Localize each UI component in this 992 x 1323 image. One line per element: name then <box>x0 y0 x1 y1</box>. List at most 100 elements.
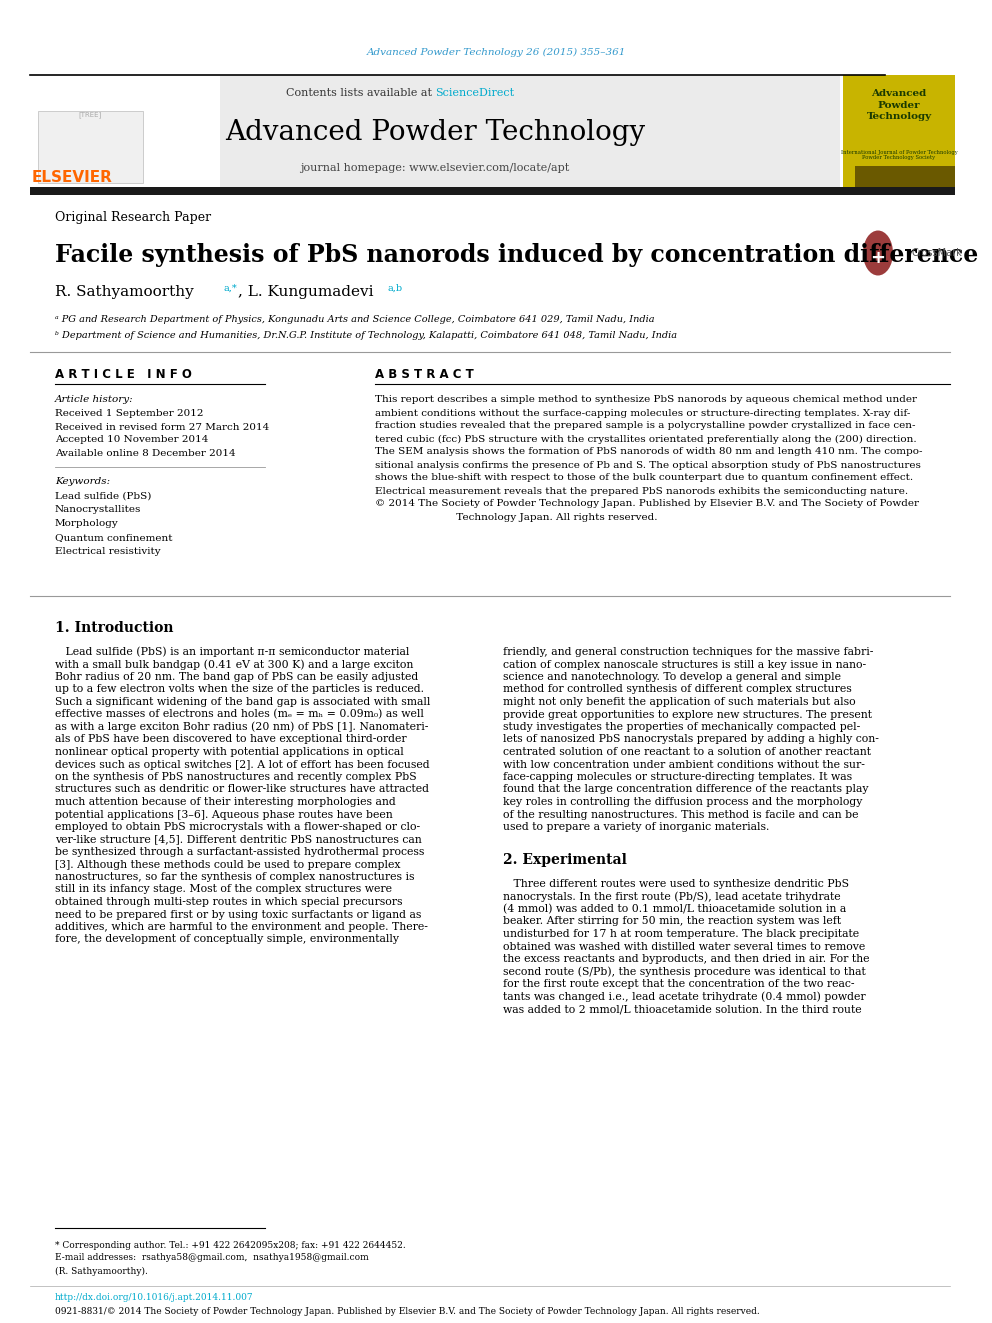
Text: Received 1 September 2012: Received 1 September 2012 <box>55 410 203 418</box>
Text: Available online 8 December 2014: Available online 8 December 2014 <box>55 448 236 458</box>
Text: the excess reactants and byproducts, and then dried in air. For the: the excess reactants and byproducts, and… <box>503 954 870 964</box>
Text: Contents lists available at: Contents lists available at <box>286 89 435 98</box>
Text: fraction studies revealed that the prepared sample is a polycrystalline powder c: fraction studies revealed that the prepa… <box>375 422 916 430</box>
Text: Nanocrystallites: Nanocrystallites <box>55 505 142 515</box>
Text: Electrical resistivity: Electrical resistivity <box>55 548 161 557</box>
Text: * Corresponding author. Tel.: +91 422 2642095x208; fax: +91 422 2644452.: * Corresponding author. Tel.: +91 422 26… <box>55 1241 406 1249</box>
Bar <box>30 187 955 194</box>
Text: A B S T R A C T: A B S T R A C T <box>375 369 474 381</box>
Text: used to prepare a variety of inorganic materials.: used to prepare a variety of inorganic m… <box>503 822 770 832</box>
Text: Facile synthesis of PbS nanorods induced by concentration difference: Facile synthesis of PbS nanorods induced… <box>55 243 978 267</box>
Text: (4 mmol) was added to 0.1 mmol/L thioacetamide solution in a: (4 mmol) was added to 0.1 mmol/L thioace… <box>503 904 846 914</box>
Text: als of PbS have been discovered to have exceptional third-order: als of PbS have been discovered to have … <box>55 734 407 745</box>
Text: Original Research Paper: Original Research Paper <box>55 212 211 225</box>
Text: Keywords:: Keywords: <box>55 478 110 487</box>
Text: ScienceDirect: ScienceDirect <box>435 89 514 98</box>
Text: key roles in controlling the diffusion process and the morphology: key roles in controlling the diffusion p… <box>503 796 862 807</box>
Text: be synthesized through a surfactant-assisted hydrothermal process: be synthesized through a surfactant-assi… <box>55 847 425 857</box>
Text: as with a large exciton Bohr radius (20 nm) of PbS [1]. Nanomateri-: as with a large exciton Bohr radius (20 … <box>55 722 429 733</box>
Text: Accepted 10 November 2014: Accepted 10 November 2014 <box>55 435 208 445</box>
Text: Quantum confinement: Quantum confinement <box>55 533 173 542</box>
Text: [TREE]: [TREE] <box>78 111 101 118</box>
Text: , L. Kungumadevi: , L. Kungumadevi <box>238 284 378 299</box>
Text: potential applications [3–6]. Aqueous phase routes have been: potential applications [3–6]. Aqueous ph… <box>55 810 393 819</box>
Text: nonlinear optical property with potential applications in optical: nonlinear optical property with potentia… <box>55 747 404 757</box>
Text: additives, which are harmful to the environment and people. There-: additives, which are harmful to the envi… <box>55 922 428 931</box>
Text: ELSEVIER: ELSEVIER <box>32 169 112 184</box>
Text: still in its infancy stage. Most of the complex structures were: still in its infancy stage. Most of the … <box>55 885 392 894</box>
Text: on the synthesis of PbS nanostructures and recently complex PbS: on the synthesis of PbS nanostructures a… <box>55 773 417 782</box>
Text: fore, the development of conceptually simple, environmentally: fore, the development of conceptually si… <box>55 934 399 945</box>
Text: face-capping molecules or structure-directing templates. It was: face-capping molecules or structure-dire… <box>503 773 852 782</box>
Text: structures such as dendritic or flower-like structures have attracted: structures such as dendritic or flower-l… <box>55 785 429 795</box>
Text: Article history:: Article history: <box>55 396 134 405</box>
Text: up to a few electron volts when the size of the particles is reduced.: up to a few electron volts when the size… <box>55 684 424 695</box>
Text: a,*: a,* <box>224 283 238 292</box>
Ellipse shape <box>863 230 893 275</box>
Text: A R T I C L E   I N F O: A R T I C L E I N F O <box>55 369 191 381</box>
Text: +: + <box>871 249 886 267</box>
Text: 0921-8831/© 2014 The Society of Powder Technology Japan. Published by Elsevier B: 0921-8831/© 2014 The Society of Powder T… <box>55 1307 760 1316</box>
Text: devices such as optical switches [2]. A lot of effort has been focused: devices such as optical switches [2]. A … <box>55 759 430 770</box>
Text: Electrical measurement reveals that the prepared PbS nanorods exhibits the semic: Electrical measurement reveals that the … <box>375 487 908 496</box>
Text: a,b: a,b <box>388 283 403 292</box>
Text: provide great opportunities to explore new structures. The present: provide great opportunities to explore n… <box>503 709 872 720</box>
Text: obtained through multi-step routes in which special precursors: obtained through multi-step routes in wh… <box>55 897 403 908</box>
Text: study investigates the properties of mechanically compacted pel-: study investigates the properties of mec… <box>503 722 860 732</box>
Text: beaker. After stirring for 50 min, the reaction system was left: beaker. After stirring for 50 min, the r… <box>503 917 841 926</box>
Text: Such a significant widening of the band gap is associated with small: Such a significant widening of the band … <box>55 697 431 706</box>
Text: Advanced
Powder
Technology: Advanced Powder Technology <box>866 90 931 120</box>
Text: E-mail addresses:  rsathya58@gmail.com,  nsathya1958@gmail.com: E-mail addresses: rsathya58@gmail.com, n… <box>55 1253 369 1262</box>
Text: was added to 2 mmol/L thioacetamide solution. In the third route: was added to 2 mmol/L thioacetamide solu… <box>503 1004 862 1013</box>
Text: ᵇ Department of Science and Humanities, Dr.N.G.P. Institute of Technology, Kalap: ᵇ Department of Science and Humanities, … <box>55 332 678 340</box>
Text: © 2014 The Society of Powder Technology Japan. Published by Elsevier B.V. and Th: © 2014 The Society of Powder Technology … <box>375 500 919 508</box>
Text: [3]. Although these methods could be used to prepare complex: [3]. Although these methods could be use… <box>55 860 401 869</box>
Text: might not only benefit the application of such materials but also: might not only benefit the application o… <box>503 697 856 706</box>
Text: employed to obtain PbS microcrystals with a flower-shaped or clo-: employed to obtain PbS microcrystals wit… <box>55 822 421 832</box>
Text: ver-like structure [4,5]. Different dentritic PbS nanostructures can: ver-like structure [4,5]. Different dent… <box>55 835 422 844</box>
Bar <box>843 75 955 188</box>
Text: This report describes a simple method to synthesize PbS nanorods by aqueous chem: This report describes a simple method to… <box>375 396 917 405</box>
Text: nanostructures, so far the synthesis of complex nanostructures is: nanostructures, so far the synthesis of … <box>55 872 415 882</box>
Text: The SEM analysis shows the formation of PbS nanorods of width 80 nm and length 4: The SEM analysis shows the formation of … <box>375 447 923 456</box>
Bar <box>30 75 220 188</box>
Text: Lead sulfide (PbS) is an important π-π semiconductor material: Lead sulfide (PbS) is an important π-π s… <box>55 647 410 658</box>
Text: method for controlled synthesis of different complex structures: method for controlled synthesis of diffe… <box>503 684 852 695</box>
Text: lets of nanosized PbS nanocrystals prepared by adding a highly con-: lets of nanosized PbS nanocrystals prepa… <box>503 734 879 745</box>
Text: cation of complex nanoscale structures is still a key issue in nano-: cation of complex nanoscale structures i… <box>503 659 866 669</box>
Text: ᵃ PG and Research Department of Physics, Kongunadu Arts and Science College, Coi: ᵃ PG and Research Department of Physics,… <box>55 315 655 324</box>
Text: shows the blue-shift with respect to those of the bulk counterpart due to quantu: shows the blue-shift with respect to tho… <box>375 474 913 483</box>
Text: Morphology: Morphology <box>55 520 119 528</box>
Text: found that the large concentration difference of the reactants play: found that the large concentration diffe… <box>503 785 869 795</box>
Text: effective masses of electrons and holes (mₑ = mₕ = 0.09m₀) as well: effective masses of electrons and holes … <box>55 709 424 720</box>
Text: much attention because of their interesting morphologies and: much attention because of their interest… <box>55 796 396 807</box>
Text: second route (S/Pb), the synthesis procedure was identical to that: second route (S/Pb), the synthesis proce… <box>503 966 866 976</box>
Text: centrated solution of one reactant to a solution of another reactant: centrated solution of one reactant to a … <box>503 747 871 757</box>
Text: for the first route except that the concentration of the two reac-: for the first route except that the conc… <box>503 979 854 990</box>
Text: journal homepage: www.elsevier.com/locate/apt: journal homepage: www.elsevier.com/locat… <box>301 163 569 173</box>
Text: (R. Sathyamoorthy).: (R. Sathyamoorthy). <box>55 1266 148 1275</box>
Text: obtained was washed with distilled water several times to remove: obtained was washed with distilled water… <box>503 942 865 951</box>
Text: ambient conditions without the surface-capping molecules or structure-directing : ambient conditions without the surface-c… <box>375 409 911 418</box>
Text: CrossMark: CrossMark <box>912 247 963 258</box>
Bar <box>855 165 955 188</box>
Text: undisturbed for 17 h at room temperature. The black precipitate: undisturbed for 17 h at room temperature… <box>503 929 859 939</box>
Text: with low concentration under ambient conditions without the sur-: with low concentration under ambient con… <box>503 759 865 770</box>
Text: Lead sulfide (PbS): Lead sulfide (PbS) <box>55 492 152 500</box>
Text: tants was changed i.e., lead acetate trihydrate (0.4 mmol) powder: tants was changed i.e., lead acetate tri… <box>503 991 866 1002</box>
Text: Three different routes were used to synthesize dendritic PbS: Three different routes were used to synt… <box>503 878 849 889</box>
Text: with a small bulk bandgap (0.41 eV at 300 K) and a large exciton: with a small bulk bandgap (0.41 eV at 30… <box>55 659 414 669</box>
Text: Bohr radius of 20 nm. The band gap of PbS can be easily adjusted: Bohr radius of 20 nm. The band gap of Pb… <box>55 672 419 681</box>
Bar <box>38 111 143 183</box>
Text: tered cubic (fcc) PbS structure with the crystallites orientated preferentially : tered cubic (fcc) PbS structure with the… <box>375 434 917 443</box>
Text: Advanced Powder Technology 26 (2015) 355–361: Advanced Powder Technology 26 (2015) 355… <box>366 48 626 57</box>
Text: 2. Experimental: 2. Experimental <box>503 853 627 867</box>
Text: Technology Japan. All rights reserved.: Technology Japan. All rights reserved. <box>375 512 658 521</box>
Text: friendly, and general construction techniques for the massive fabri-: friendly, and general construction techn… <box>503 647 873 658</box>
Text: 1. Introduction: 1. Introduction <box>55 620 174 635</box>
Bar <box>30 75 840 188</box>
Text: http://dx.doi.org/10.1016/j.apt.2014.11.007: http://dx.doi.org/10.1016/j.apt.2014.11.… <box>55 1294 254 1303</box>
Text: science and nanotechnology. To develop a general and simple: science and nanotechnology. To develop a… <box>503 672 841 681</box>
Text: sitional analysis confirms the presence of Pb and S. The optical absorption stud: sitional analysis confirms the presence … <box>375 460 921 470</box>
Text: Received in revised form 27 March 2014: Received in revised form 27 March 2014 <box>55 422 269 431</box>
